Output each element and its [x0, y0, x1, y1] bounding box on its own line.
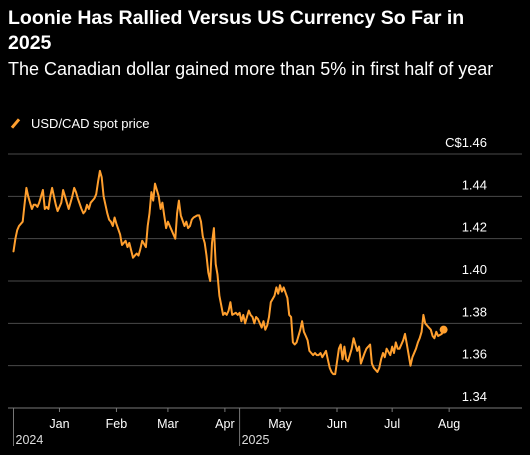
- chart-legend: USD/CAD spot price: [8, 114, 149, 132]
- y-axis-tick-labels: C$1.46 1.44 1.42 1.40 1.38 1.36 1.34: [445, 135, 487, 404]
- x-axis-tick-labels: Jan Feb Mar Apr May Jun Jul Aug: [49, 417, 460, 431]
- x-tick-label: Aug: [438, 417, 460, 431]
- usd-cad-series-line: [12, 169, 445, 376]
- x-tick-label: Jan: [49, 417, 69, 431]
- y-tick-label: 1.38: [462, 304, 487, 319]
- y-tick-label: 1.42: [462, 220, 487, 235]
- chart-subtitle: The Canadian dollar gained more than 5% …: [8, 59, 494, 79]
- x-tick-label: Apr: [215, 417, 234, 431]
- y-tick-label: 1.34: [462, 389, 487, 404]
- year-label: 2025: [242, 433, 270, 447]
- x-tick-label: Mar: [157, 417, 179, 431]
- x-tick-label: May: [268, 417, 292, 431]
- y-tick-label: 1.44: [462, 177, 487, 192]
- last-value-dot: [439, 325, 448, 334]
- grid-lines: [8, 153, 522, 367]
- x-tick-label: Jul: [384, 417, 400, 431]
- chart-title: Loonie Has Rallied Versus US Currency So…: [8, 7, 465, 54]
- y-tick-label: C$1.46: [445, 135, 487, 150]
- x-axis-year-labels: 2024 2025: [13, 408, 270, 447]
- legend-label: USD/CAD spot price: [31, 115, 150, 131]
- y-tick-label: 1.36: [462, 347, 487, 362]
- x-axis-tick-marks: [58, 408, 450, 412]
- x-tick-label: Jun: [327, 417, 347, 431]
- year-label: 2024: [16, 433, 44, 447]
- y-tick-label: 1.40: [462, 262, 487, 277]
- x-tick-label: Feb: [106, 417, 128, 431]
